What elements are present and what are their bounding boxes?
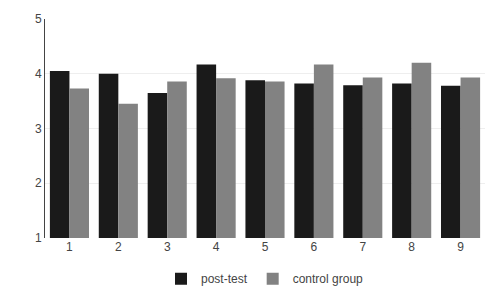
svg-text:9: 9 bbox=[457, 240, 464, 254]
svg-text:7: 7 bbox=[359, 240, 366, 254]
svg-text:6: 6 bbox=[311, 240, 318, 254]
svg-text:2: 2 bbox=[115, 240, 122, 254]
svg-text:1: 1 bbox=[35, 231, 42, 245]
svg-text:5: 5 bbox=[35, 12, 42, 26]
svg-text:3: 3 bbox=[164, 240, 171, 254]
svg-text:4: 4 bbox=[213, 240, 220, 254]
svg-text:post-test: post-test bbox=[201, 272, 248, 286]
svg-text:8: 8 bbox=[408, 240, 415, 254]
svg-text:3: 3 bbox=[35, 122, 42, 136]
svg-text:1: 1 bbox=[66, 240, 73, 254]
svg-text:control group: control group bbox=[293, 272, 363, 286]
svg-text:5: 5 bbox=[262, 240, 269, 254]
svg-text:4: 4 bbox=[35, 67, 42, 81]
svg-text:2: 2 bbox=[35, 176, 42, 190]
